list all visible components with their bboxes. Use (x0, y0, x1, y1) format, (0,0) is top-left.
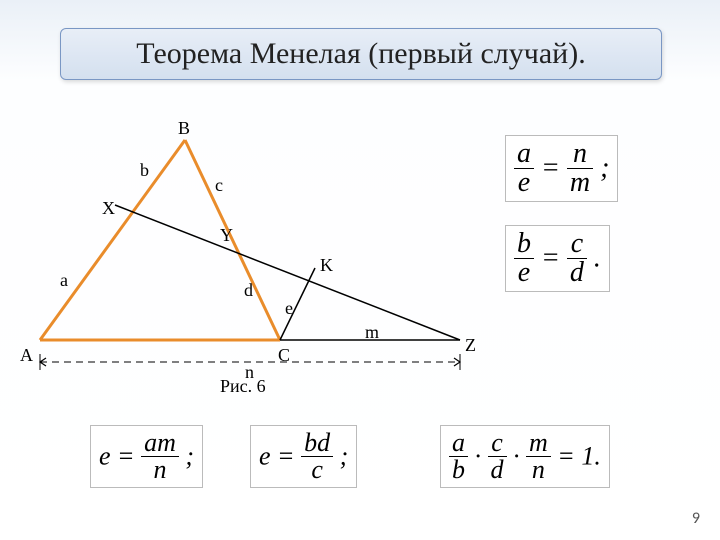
diagram-label: B (178, 118, 190, 139)
diagram-label: K (320, 255, 333, 276)
diagram-container: ABCZXYKabcdemnРис. 6 (20, 130, 480, 410)
slide-title: Теорема Менелая (первый случай). (60, 28, 662, 80)
formula-e-am-n: e = amn ; (90, 425, 203, 488)
formula-ae-nm: ae = nm ; (505, 135, 618, 202)
diagram-label: Z (465, 335, 476, 356)
diagram-label: e (285, 298, 293, 319)
diagram-label: m (365, 322, 379, 343)
page-number: 9 (692, 509, 700, 528)
formula-product-one: ab ∙ cd ∙ mn = 1. (440, 425, 610, 488)
figure-caption: Рис. 6 (220, 376, 266, 397)
diagram-label: b (140, 160, 149, 181)
diagram-label: X (102, 198, 115, 219)
diagram-label: a (60, 270, 68, 291)
formula-e-bd-c: e = bdc ; (250, 425, 357, 488)
diagram-label: Y (220, 225, 233, 246)
diagram-label: C (278, 345, 290, 366)
diagram-label: c (215, 175, 223, 196)
diagram-label: A (20, 345, 33, 366)
formula-be-cd: be = cd . (505, 225, 610, 292)
diagram-label: d (244, 280, 253, 301)
